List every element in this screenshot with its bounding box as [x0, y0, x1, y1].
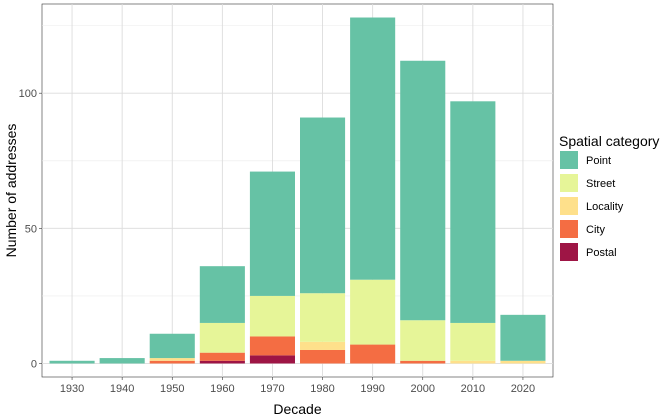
legend-key-postal: [560, 243, 578, 261]
bar-segment-city-1950: [149, 360, 195, 364]
bar-segment-locality-2010: [450, 360, 496, 364]
legend-label-postal: Postal: [586, 247, 617, 259]
bar-segment-city-1960: [199, 352, 245, 361]
bar-segment-point-1980: [300, 117, 346, 294]
bar-segment-point-2010: [450, 101, 496, 323]
y-tick-label: 50: [25, 223, 37, 235]
bar-segment-point-1950: [149, 333, 195, 359]
bar-segment-postal-1960: [199, 360, 245, 364]
x-tick-label: 1980: [310, 383, 334, 395]
legend-key-locality: [560, 197, 578, 215]
legend-label-street: Street: [586, 178, 615, 190]
bars-layer: [49, 17, 546, 364]
bar-segment-point-1990: [350, 17, 396, 280]
y-tick-label: 0: [31, 358, 37, 370]
y-axis-title: Number of addresses: [3, 124, 19, 258]
bar-segment-postal-1970: [249, 355, 295, 364]
x-tick-label: 1970: [260, 383, 284, 395]
x-tick-label: 2020: [511, 383, 535, 395]
bar-segment-street-2000: [400, 320, 446, 361]
bar-segment-city-1990: [350, 344, 396, 364]
bar-segment-street-1970: [249, 295, 295, 337]
x-tick-label: 2000: [411, 383, 435, 395]
x-tick-label: 1960: [210, 383, 234, 395]
bar-segment-city-1970: [249, 336, 295, 356]
bar-segment-locality-1950: [149, 358, 195, 361]
bar-segment-point-2020: [500, 314, 546, 361]
bar-segment-locality-2020: [500, 360, 546, 364]
legend-label-locality: Locality: [586, 201, 624, 213]
bar-segment-street-1980: [300, 293, 346, 342]
bar-segment-street-2010: [450, 322, 496, 361]
bar-segment-locality-1980: [300, 341, 346, 350]
bar-segment-point-2000: [400, 60, 446, 321]
legend-key-point: [560, 151, 578, 169]
bar-segment-point-1930: [49, 360, 95, 364]
legend-label-point: Point: [586, 155, 611, 167]
x-tick-label: 1930: [60, 383, 84, 395]
x-axis: 1930 1940 1950 1960 1970 1980 1990 2000 2010 2020: [60, 377, 535, 395]
bar-segment-point-1960: [199, 266, 245, 323]
bar-segment-street-1960: [199, 322, 245, 353]
x-tick-label: 1940: [110, 383, 134, 395]
x-axis-title: Decade: [273, 401, 321, 417]
legend-key-city: [560, 220, 578, 238]
legend-label-city: City: [586, 224, 605, 236]
x-tick-label: 1990: [360, 383, 384, 395]
legend-title: Spatial category: [559, 133, 659, 149]
legend-key-street: [560, 174, 578, 192]
legend: Spatial category Point Street Locality City…: [559, 133, 659, 261]
y-axis: 0 50 100: [19, 88, 42, 370]
bar-segment-point-1970: [249, 171, 295, 296]
bar-segment-city-2000: [400, 360, 446, 364]
bar-segment-point-1940: [99, 358, 145, 364]
bar-segment-street-1990: [350, 279, 396, 345]
x-tick-label: 1950: [160, 383, 184, 395]
x-tick-label: 2010: [461, 383, 485, 395]
bar-segment-city-1980: [300, 349, 346, 364]
y-tick-label: 100: [19, 88, 37, 100]
